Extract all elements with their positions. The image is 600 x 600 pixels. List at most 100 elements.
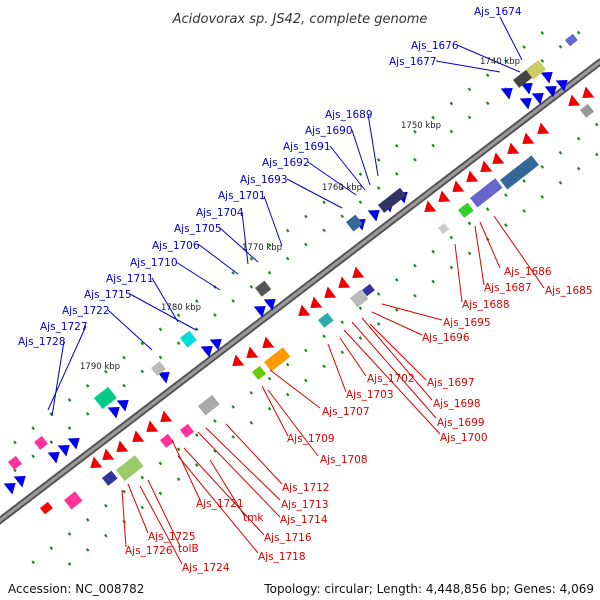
gene-block[interactable] — [526, 60, 546, 80]
gene-arrow[interactable] — [520, 77, 537, 95]
gene-label[interactable]: Ajs_1698 — [433, 398, 481, 410]
gene-arrow[interactable] — [540, 66, 557, 84]
gene-arrow[interactable] — [348, 266, 365, 283]
gene-block[interactable] — [180, 330, 197, 348]
gene-label[interactable]: Ajs_1691 — [283, 141, 331, 153]
gene-label[interactable]: Ajs_1718 — [258, 551, 306, 563]
gene-block[interactable] — [159, 433, 175, 448]
gene-label[interactable]: Ajs_1686 — [504, 266, 552, 278]
gene-label[interactable]: Ajs_1722 — [62, 305, 110, 317]
gene-label[interactable]: Ajs_1700 — [440, 432, 488, 444]
gene-arrow[interactable] — [242, 346, 259, 363]
gene-label[interactable]: Ajs_1695 — [443, 317, 491, 329]
gene-arrow[interactable] — [47, 446, 64, 464]
gene-arrow[interactable] — [263, 293, 280, 311]
gene-label[interactable]: Ajs_1728 — [18, 336, 66, 348]
gene-block[interactable] — [499, 155, 539, 190]
gene-label[interactable]: Ajs_1713 — [281, 499, 329, 511]
gene-label[interactable]: Ajs_1676 — [411, 40, 459, 52]
gene-arrow[interactable] — [209, 333, 226, 351]
gene-label[interactable]: Ajs_1706 — [152, 240, 200, 252]
gene-block[interactable] — [8, 455, 23, 470]
gene-label[interactable]: Ajs_1674 — [474, 6, 522, 18]
gene-block[interactable] — [263, 347, 291, 372]
gene-block[interactable] — [251, 365, 267, 380]
gene-arrow[interactable] — [128, 430, 145, 447]
gene-arrow[interactable] — [67, 432, 84, 450]
gene-label[interactable]: Ajs_1704 — [196, 207, 244, 219]
gene-arrow[interactable] — [434, 190, 451, 207]
gene-arrow[interactable] — [462, 170, 479, 187]
gene-arrow[interactable] — [253, 300, 270, 318]
gene-arrow[interactable] — [320, 286, 337, 303]
gene-block[interactable] — [469, 178, 503, 208]
gene-label[interactable]: Ajs_1699 — [437, 417, 485, 429]
gene-label[interactable]: tmk — [243, 512, 264, 524]
gene-arrow[interactable] — [258, 336, 275, 353]
gene-label[interactable]: Ajs_1707 — [322, 406, 370, 418]
gene-label[interactable]: Ajs_1688 — [462, 299, 510, 311]
gene-arrow[interactable] — [564, 94, 581, 111]
gene-label[interactable]: Ajs_1710 — [130, 257, 178, 269]
gene-label[interactable]: Ajs_1687 — [484, 282, 532, 294]
gene-arrow[interactable] — [488, 152, 505, 169]
gene-arrow[interactable] — [156, 410, 173, 427]
gene-arrow[interactable] — [13, 470, 30, 488]
gene-label[interactable]: Ajs_1696 — [422, 332, 470, 344]
gene-arrow[interactable] — [334, 276, 351, 293]
gene-arrow[interactable] — [3, 477, 20, 495]
gene-block[interactable] — [255, 280, 272, 297]
gene-arrow[interactable] — [86, 456, 103, 473]
gene-arrow[interactable] — [98, 448, 115, 465]
gene-arrow[interactable] — [57, 439, 74, 457]
gene-arrow[interactable] — [518, 132, 535, 149]
gene-block[interactable] — [116, 455, 144, 482]
gene-label[interactable]: Ajs_1712 — [282, 482, 330, 494]
gene-arrow[interactable] — [420, 200, 437, 217]
gene-label[interactable]: Ajs_1708 — [320, 454, 368, 466]
gene-arrow[interactable] — [107, 401, 124, 419]
gene-arrow[interactable] — [503, 142, 520, 159]
gene-arrow[interactable] — [116, 394, 133, 412]
gene-label[interactable]: Ajs_1716 — [264, 532, 312, 544]
gene-block[interactable] — [346, 214, 363, 232]
gene-arrow[interactable] — [555, 74, 572, 92]
gene-label[interactable]: Ajs_1692 — [262, 157, 310, 169]
gene-arrow[interactable] — [294, 304, 311, 321]
gene-label[interactable]: Ajs_1711 — [106, 273, 154, 285]
gene-label[interactable]: Ajs_1721 — [196, 498, 244, 510]
gene-label[interactable]: Ajs_1689 — [325, 109, 373, 121]
gene-label[interactable]: Ajs_1725 — [148, 531, 196, 543]
gene-label[interactable]: Ajs_1677 — [389, 56, 437, 68]
gene-label[interactable]: Ajs_1724 — [182, 562, 230, 574]
gene-arrow[interactable] — [367, 204, 384, 222]
gene-arrow[interactable] — [448, 180, 465, 197]
gene-block[interactable] — [101, 470, 118, 486]
gene-arrow[interactable] — [112, 440, 129, 457]
gene-label[interactable]: Ajs_1727 — [40, 321, 88, 333]
gene-arrow[interactable] — [519, 92, 536, 110]
gene-label[interactable]: Ajs_1715 — [84, 289, 132, 301]
gene-label[interactable]: Ajs_1693 — [240, 174, 288, 186]
gene-block[interactable] — [33, 435, 49, 450]
gene-block[interactable] — [318, 312, 334, 328]
gene-block[interactable] — [438, 223, 450, 235]
gene-label[interactable]: Ajs_1714 — [280, 514, 328, 526]
gene-arrow[interactable] — [200, 340, 217, 358]
gene-block[interactable] — [94, 386, 117, 410]
gene-arrow[interactable] — [578, 86, 595, 103]
gene-label[interactable]: tolB — [178, 543, 199, 555]
gene-block[interactable] — [179, 423, 195, 438]
gene-label[interactable]: Ajs_1690 — [305, 125, 353, 137]
gene-block[interactable] — [350, 289, 369, 308]
gene-block[interactable] — [197, 394, 220, 416]
gene-block[interactable] — [362, 283, 375, 297]
gene-arrow[interactable] — [544, 80, 561, 98]
gene-label[interactable]: Ajs_1705 — [174, 223, 222, 235]
gene-block[interactable] — [64, 491, 83, 510]
gene-label[interactable]: Ajs_1703 — [346, 389, 394, 401]
gene-arrow[interactable] — [476, 160, 493, 177]
gene-arrow[interactable] — [228, 354, 245, 371]
gene-arrow[interactable] — [533, 122, 550, 139]
gene-label[interactable]: Ajs_1726 — [125, 545, 173, 557]
